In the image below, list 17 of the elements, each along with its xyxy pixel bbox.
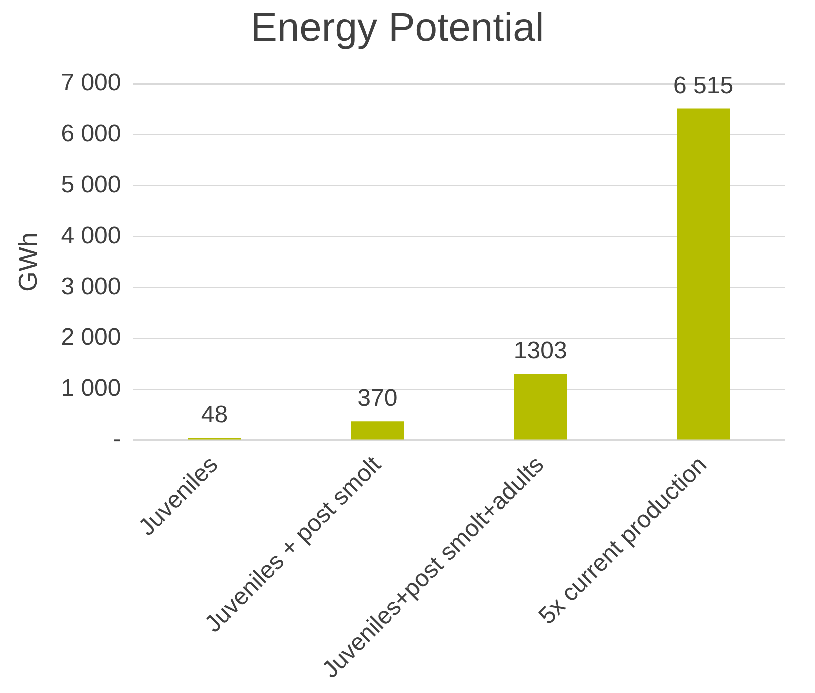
y-tick-label: 1 000 (61, 375, 122, 402)
y-tick-label: 2 000 (61, 324, 122, 352)
data-label: 1303 (514, 338, 568, 365)
bar (351, 422, 404, 440)
y-tick-label: - (113, 426, 122, 454)
y-tick-label: 7 000 (61, 70, 122, 97)
bar (514, 374, 568, 440)
data-label: 6 515 (674, 72, 734, 100)
y-tick-label: 5 000 (61, 171, 122, 198)
bar (677, 108, 730, 440)
y-tick-label: 3 000 (61, 273, 122, 300)
y-tick-label: 4 000 (61, 222, 122, 250)
chart-title: Energy Potential (250, 6, 544, 50)
y-axis-title: GWh (12, 232, 43, 292)
data-label: 48 (201, 402, 228, 429)
y-tick-label: 6 000 (61, 120, 122, 148)
data-label: 370 (358, 385, 398, 412)
